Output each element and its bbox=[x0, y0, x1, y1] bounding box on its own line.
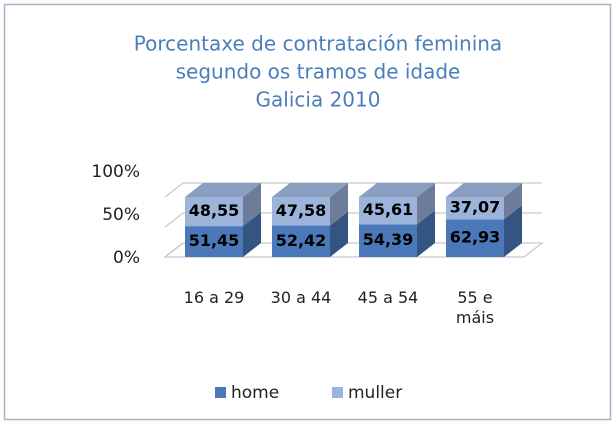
bar-top bbox=[185, 183, 261, 197]
data-label: 37,07 bbox=[450, 198, 501, 217]
bar-front bbox=[359, 224, 417, 257]
chart-title: segundo os tramos de idade bbox=[176, 60, 461, 84]
bar-front bbox=[272, 225, 330, 257]
bar-front bbox=[446, 197, 504, 220]
bar-front bbox=[185, 226, 243, 257]
data-label: 51,45 bbox=[189, 231, 240, 250]
bar-side bbox=[243, 183, 261, 227]
bar-side bbox=[330, 183, 348, 226]
bar-side bbox=[417, 183, 435, 225]
bar-front bbox=[272, 197, 330, 226]
bar-side bbox=[417, 210, 435, 257]
bar-front bbox=[359, 197, 417, 225]
chart-title: Galicia 2010 bbox=[256, 88, 381, 112]
bar-top bbox=[446, 183, 522, 197]
legend-label: muller bbox=[348, 383, 402, 403]
data-label: 45,61 bbox=[363, 200, 414, 219]
data-label: 54,39 bbox=[363, 230, 414, 249]
bar-side bbox=[504, 183, 522, 220]
data-label: 52,42 bbox=[276, 231, 327, 250]
y-tick-label: 50% bbox=[102, 205, 140, 225]
bar-side bbox=[243, 212, 261, 257]
legend-label: home bbox=[231, 383, 279, 403]
bar-front bbox=[185, 197, 243, 227]
bar-top bbox=[272, 183, 348, 197]
y-tick-label: 0% bbox=[113, 248, 140, 268]
bar-side bbox=[504, 205, 522, 257]
chart-title: Porcentaxe de contratación feminina bbox=[134, 32, 502, 56]
x-tick-label: 16 a 29 bbox=[183, 288, 245, 307]
bar-top bbox=[359, 183, 435, 197]
data-label: 47,58 bbox=[276, 201, 327, 220]
x-tick-label: 55 e máis bbox=[455, 288, 495, 327]
legend-swatch bbox=[215, 387, 226, 398]
data-label: 62,93 bbox=[450, 228, 501, 247]
x-tick-label: 45 a 54 bbox=[357, 288, 419, 307]
x-tick-label: 30 a 44 bbox=[270, 288, 332, 307]
data-label: 48,55 bbox=[189, 201, 240, 220]
legend-swatch bbox=[332, 387, 343, 398]
bar-front bbox=[446, 219, 504, 257]
y-tick-label: 100% bbox=[91, 162, 140, 182]
bar-side bbox=[330, 211, 348, 257]
